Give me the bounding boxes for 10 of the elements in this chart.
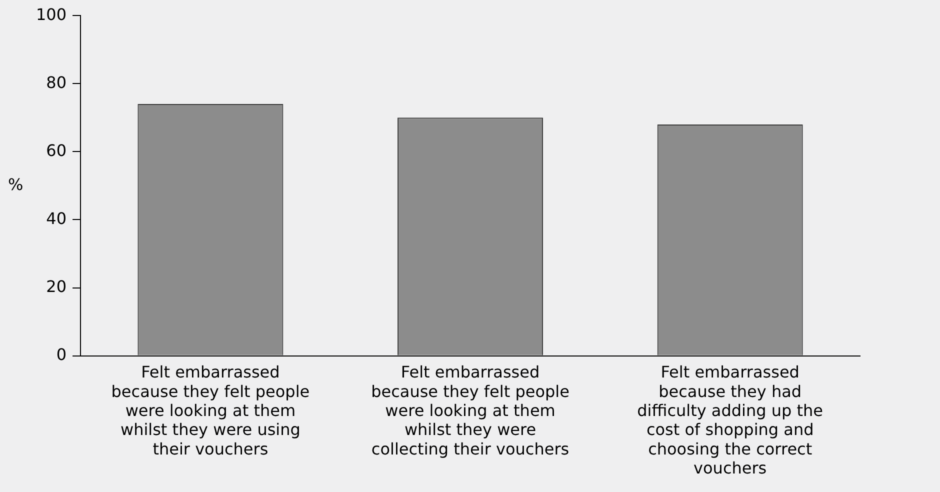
y-tick-label: 60 [46,140,67,160]
y-axis-title: % [8,174,24,194]
x-tick-label: Felt embarrassed because they felt people were looking at them whilst they were collecting their vouchers [371,362,570,458]
y-tick-label: 100 [36,4,67,24]
y-tick-label: 20 [46,276,67,296]
y-tick-label: 40 [46,208,67,228]
x-tick-label: Felt embarrassed because they felt people were looking at them whilst they were using their vouchers [111,362,310,458]
x-tick-label: Felt embarrassed because they had difficulty adding up the cost of shopping and choosing the correct vouchers [637,362,824,478]
y-tick-label: 0 [56,344,67,364]
y-tick-label: 80 [46,72,67,92]
